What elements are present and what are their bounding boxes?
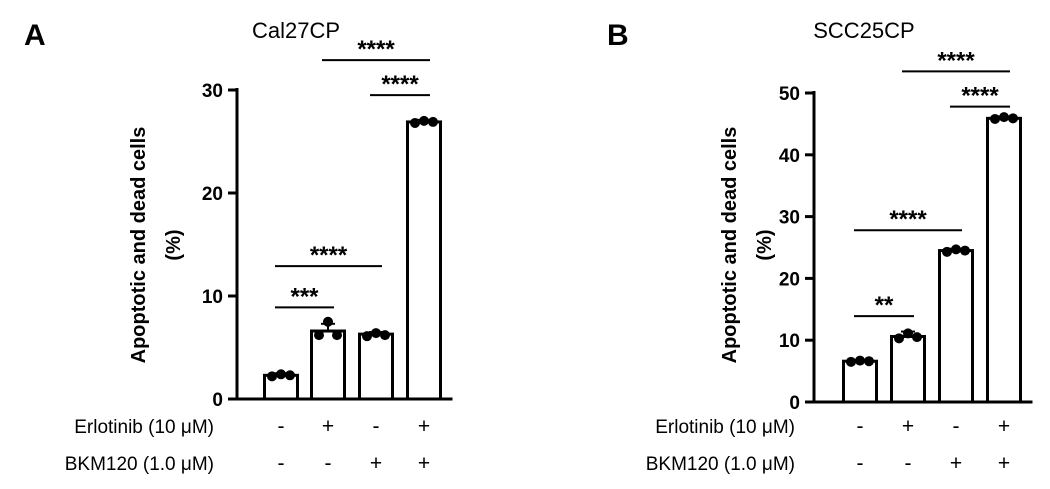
condition-sign: - — [905, 452, 912, 475]
data-point — [362, 331, 372, 342]
data-point — [990, 113, 1000, 124]
condition-sign: - — [857, 452, 864, 475]
condition-sign: + — [418, 415, 430, 438]
significance-label: ** — [875, 292, 894, 319]
data-point — [314, 330, 324, 341]
data-point — [864, 356, 874, 367]
panel-b: B SCC25CP Apoptotic and dead cells (%) 0 10 20… — [607, 18, 1033, 475]
significance-label: **** — [357, 36, 395, 63]
condition-label: BKM120 (1.0 μM) — [65, 454, 214, 475]
condition-sign: - — [953, 415, 960, 438]
condition-label: Erlotinib (10 μM) — [74, 417, 214, 438]
significance-label: **** — [937, 47, 975, 74]
data-point — [323, 316, 333, 327]
significance-label: **** — [889, 206, 927, 233]
bar — [890, 334, 926, 404]
bar — [406, 120, 442, 401]
y-tick-label: 0 — [212, 390, 223, 411]
condition-sign: + — [418, 452, 430, 475]
data-point — [285, 370, 295, 381]
condition-sign: + — [902, 415, 914, 438]
condition-sign: - — [373, 415, 380, 438]
condition-sign: - — [278, 415, 285, 438]
y-tick-label: 50 — [779, 84, 800, 105]
condition-sign: + — [998, 415, 1010, 438]
bar — [986, 116, 1022, 404]
chart-title: Cal27CP — [252, 18, 340, 43]
bar — [358, 332, 394, 401]
data-point — [960, 245, 970, 256]
y-tick-label: 10 — [202, 287, 223, 308]
condition-label: Erlotinib (10 μM) — [655, 417, 795, 438]
data-point — [1008, 113, 1018, 124]
condition-sign: + — [998, 452, 1010, 475]
condition-sign: + — [370, 452, 382, 475]
y-tick-label: 20 — [779, 269, 800, 290]
data-point — [410, 117, 420, 128]
data-point — [371, 328, 381, 339]
data-point — [855, 355, 865, 366]
data-point — [276, 369, 286, 380]
y-tick-label: 20 — [202, 184, 223, 205]
panel-a: A Cal27CP Apoptotic and dead cells (%) 0 10 20… — [24, 18, 453, 475]
panel-letter: B — [607, 19, 629, 52]
condition-sign: - — [278, 452, 285, 475]
y-tick-label: 0 — [789, 393, 800, 414]
significance-label: **** — [310, 242, 348, 269]
data-point — [894, 333, 904, 344]
condition-sign: - — [325, 452, 332, 475]
data-point — [951, 244, 961, 255]
chart-title: SCC25CP — [813, 18, 914, 43]
y-tick-label: 40 — [779, 146, 800, 167]
y-axis-label-unit: (%) — [163, 229, 185, 260]
data-point — [428, 116, 438, 127]
condition-sign: - — [857, 415, 864, 438]
data-point — [912, 332, 922, 343]
y-tick-label: 30 — [202, 81, 223, 102]
significance-label: *** — [290, 283, 319, 310]
y-axis-label: Apoptotic and dead cells — [719, 127, 741, 364]
condition-sign: + — [322, 415, 334, 438]
bar — [842, 359, 878, 404]
data-point — [419, 115, 429, 126]
y-tick-label: 30 — [779, 208, 800, 229]
data-point — [332, 330, 342, 341]
bar — [310, 329, 346, 401]
bar — [938, 249, 974, 404]
panel-letter: A — [24, 19, 46, 52]
y-axis-label: Apoptotic and dead cells — [128, 127, 150, 364]
data-point — [942, 246, 952, 257]
significance-label: **** — [381, 71, 419, 98]
y-tick-label: 10 — [779, 331, 800, 352]
data-point — [380, 330, 390, 341]
significance-label: **** — [961, 83, 999, 110]
y-axis-label-unit: (%) — [754, 229, 776, 260]
condition-sign: + — [950, 452, 962, 475]
data-point — [999, 112, 1009, 123]
data-point — [267, 371, 277, 382]
condition-label: BKM120 (1.0 μM) — [646, 454, 795, 475]
data-point — [903, 328, 913, 339]
data-point — [846, 356, 856, 367]
